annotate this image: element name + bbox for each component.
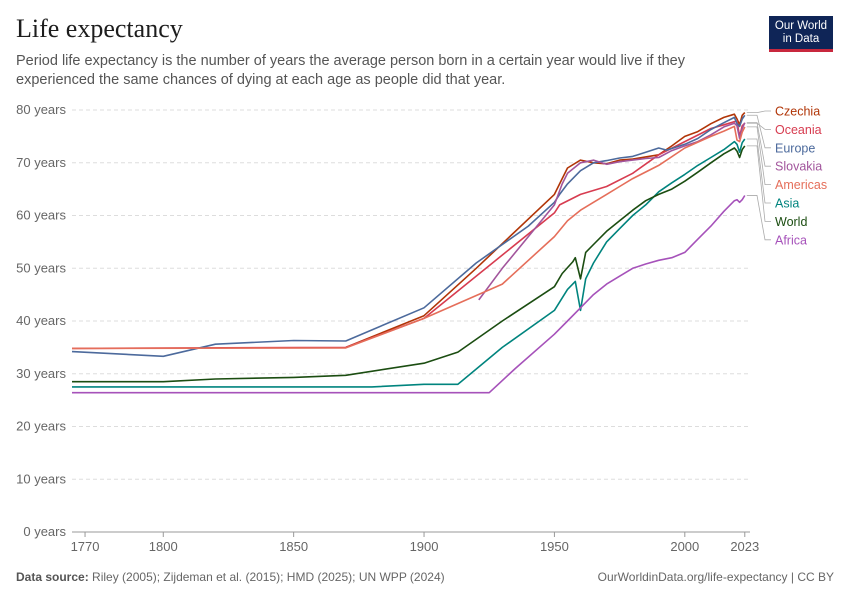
series-line-czechia[interactable] — [345, 112, 746, 349]
x-tick-label: 1950 — [540, 539, 569, 554]
y-tick-label: 70 years — [16, 155, 66, 170]
legend-label-czechia[interactable]: Czechia — [775, 105, 820, 119]
owid-logo[interactable]: Our World in Data — [769, 16, 833, 52]
y-tick-label: 60 years — [16, 208, 66, 223]
y-tick-label: 80 years — [16, 102, 66, 117]
y-tick-label: 0 years — [23, 524, 66, 539]
data-source-text: Riley (2005); Zijdeman et al. (2015); HM… — [92, 570, 445, 584]
logo-line-1: Our World — [774, 20, 828, 32]
x-tick-label: 1770 — [71, 539, 100, 554]
series-line-africa[interactable] — [72, 195, 746, 394]
x-tick-label: 1800 — [149, 539, 178, 554]
y-tick-label: 20 years — [16, 419, 66, 434]
x-tick-label: 2023 — [730, 539, 759, 554]
x-tick-label: 1850 — [279, 539, 308, 554]
legend-connector — [746, 110, 771, 114]
series-line-europe[interactable] — [71, 114, 746, 358]
footer-url-license[interactable]: OurWorldinData.org/life-expectancy | CC … — [597, 570, 834, 584]
legend-label-africa[interactable]: Africa — [775, 233, 807, 247]
legend-connector — [746, 138, 771, 204]
chart-title: Life expectancy — [16, 14, 183, 43]
legend-label-world[interactable]: World — [775, 215, 807, 229]
series-layer — [71, 112, 746, 394]
x-tick-label: 2000 — [670, 539, 699, 554]
legend-connector — [746, 122, 771, 130]
series-line-slovakia[interactable] — [478, 122, 746, 301]
legend-connector — [746, 114, 771, 149]
logo-line-2: in Data — [782, 33, 820, 45]
y-tick-label: 30 years — [16, 366, 66, 381]
axis-layer: 0 years 10 years 20 years 30 years 40 years 5… — [16, 102, 759, 554]
y-tick-label: 10 years — [16, 471, 66, 486]
y-tick-label: 40 years — [16, 313, 66, 328]
data-source-label: Data source: — [16, 570, 89, 584]
y-tick-label: 50 years — [16, 260, 66, 275]
legend-label-americas[interactable]: Americas — [775, 178, 827, 192]
legend-connector — [746, 126, 771, 185]
legend-layer: Czechia Oceania Europe Slovakia Americas Asia… — [746, 105, 827, 247]
chart-subtitle: Period life expectancy is the number of … — [16, 53, 685, 88]
legend-connector — [746, 122, 771, 167]
x-tick-label: 1900 — [410, 539, 439, 554]
data-source: Data source: Riley (2005); Zijdeman et a… — [16, 570, 445, 584]
legend-label-asia[interactable]: Asia — [775, 197, 799, 211]
series-line-americas[interactable] — [71, 125, 746, 350]
legend-connector — [746, 195, 771, 241]
legend-label-slovakia[interactable]: Slovakia — [775, 160, 822, 174]
legend-connector — [746, 145, 771, 222]
series-line-asia[interactable] — [72, 138, 746, 388]
series-line-world[interactable] — [72, 145, 746, 383]
legend-label-europe[interactable]: Europe — [775, 141, 815, 155]
legend-label-oceania[interactable]: Oceania — [775, 123, 822, 137]
